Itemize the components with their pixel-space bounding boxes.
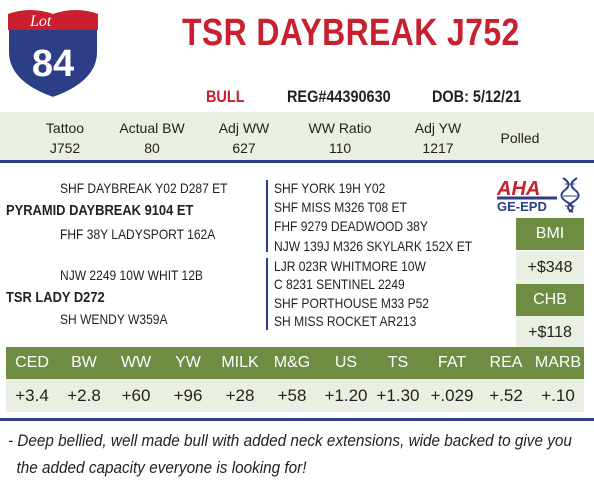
info-value: J752 (49, 140, 81, 156)
epd-header: TS (387, 354, 409, 371)
epd-header: REA (489, 354, 523, 371)
epd-header: CED (15, 354, 49, 371)
epd-header: US (334, 354, 358, 371)
info-actual-bw: Actual BW 80 (112, 118, 192, 158)
pedigree-dam: TSR LADY D272 (6, 289, 105, 306)
epd-value: +.52 (489, 386, 523, 405)
pedigree-sd-dam: NJW 139J M326 SKYLARK 152X ET (274, 238, 473, 254)
info-value: 80 (144, 140, 160, 156)
pedigree-ss-dam: SHF MISS M326 T08 ET (274, 199, 407, 215)
sale-comment: - Deep bellied, well made bull with adde… (8, 427, 572, 481)
epd-header: MILK (221, 354, 259, 371)
epd-value: +28 (225, 386, 255, 405)
info-label: Adj WW (218, 120, 270, 136)
epd-value: +.10 (541, 386, 575, 405)
epd-header: BW (71, 354, 97, 371)
epd-header-row: CED BW WW YW MILK M&G US TS FAT REA MARB (6, 347, 584, 379)
pedigree-sire-sire: SHF DAYBREAK Y02 D287 ET (60, 180, 228, 196)
info-ww-ratio: WW Ratio 110 (300, 118, 380, 158)
info-label: Tattoo (45, 120, 85, 136)
pedigree-sire: PYRAMID DAYBREAK 9104 ET (6, 202, 194, 219)
epd-header: M&G (273, 354, 311, 371)
epd-value: +60 (121, 386, 151, 405)
lot-number: 84 (32, 43, 74, 85)
logo-ge-epd-text: GE-EPD (497, 199, 547, 214)
aha-ge-epd-logo: AHA GE-EPD (493, 174, 585, 214)
epd-value: +58 (277, 386, 307, 405)
info-adj-yw: Adj YW 1217 (408, 118, 468, 158)
pedigree-dam-dam: SH WENDY W359A (60, 311, 168, 327)
info-value: 1217 (422, 140, 454, 156)
index-bmi-label: BMI (516, 218, 584, 250)
pedigree-bracket (266, 180, 268, 252)
comment-line: the added capacity everyone is looking f… (8, 458, 307, 477)
epd-value: +96 (173, 386, 203, 405)
info-label: Actual BW (119, 120, 185, 136)
info-adj-ww: Adj WW 627 (214, 118, 274, 158)
epd-header: FAT (437, 354, 467, 371)
pedigree-dam-sire: NJW 2249 10W WHIT 12B (60, 267, 203, 283)
divider-rule (0, 418, 594, 421)
epd-header: WW (120, 354, 152, 371)
lot-label: Lot (29, 13, 52, 30)
divider-rule (0, 160, 594, 163)
index-chb-label: CHB (516, 284, 584, 316)
epd-value: +1.20 (324, 386, 368, 405)
pedigree-bracket (266, 258, 268, 330)
animal-sex: BULL (206, 87, 245, 106)
info-label: Adj YW (414, 120, 462, 136)
epd-value: +1.30 (376, 386, 420, 405)
index-bmi-value: +$348 (516, 251, 584, 284)
epd-header: YW (175, 354, 201, 371)
epd-value: +3.4 (15, 386, 49, 405)
info-label: WW Ratio (308, 120, 372, 136)
info-polled: Polled (490, 128, 550, 148)
lot-shield-badge: Lot 84 (7, 9, 99, 100)
performance-info-band (0, 112, 594, 160)
pedigree-dd-dam: SH MISS ROCKET AR213 (274, 313, 417, 329)
epd-value: +2.8 (67, 386, 101, 405)
info-label: Polled (500, 130, 540, 146)
comment-line: - Deep bellied, well made bull with adde… (8, 431, 572, 450)
info-value: 110 (328, 140, 352, 156)
epd-value-row: +3.4 +2.8 +60 +96 +28 +58 +1.20 +1.30 +.… (6, 379, 584, 412)
epd-header: MARB (534, 354, 582, 371)
info-value: 627 (232, 140, 256, 156)
pedigree-dd-sire: SHF PORTHOUSE M33 P52 (274, 295, 430, 311)
animal-name: TSR DAYBREAK J752 (182, 12, 520, 54)
epd-value: +.029 (430, 386, 474, 405)
pedigree-ss-sire: SHF YORK 19H Y02 (274, 180, 386, 196)
pedigree-ds-sire: LJR 023R WHITMORE 10W (274, 258, 426, 274)
info-tattoo: Tattoo J752 (40, 118, 90, 158)
pedigree-ds-dam: C 8231 SENTINEL 2249 (274, 276, 405, 292)
date-of-birth: DOB: 5/12/21 (432, 87, 522, 106)
pedigree-sire-dam: FHF 38Y LADYSPORT 162A (60, 226, 216, 242)
index-chb-value: +$118 (516, 316, 584, 349)
registration-number: REG#44390630 (287, 87, 391, 106)
logo-aha-text: AHA (496, 178, 540, 200)
pedigree-sd-sire: FHF 9279 DEADWOOD 38Y (274, 218, 428, 234)
